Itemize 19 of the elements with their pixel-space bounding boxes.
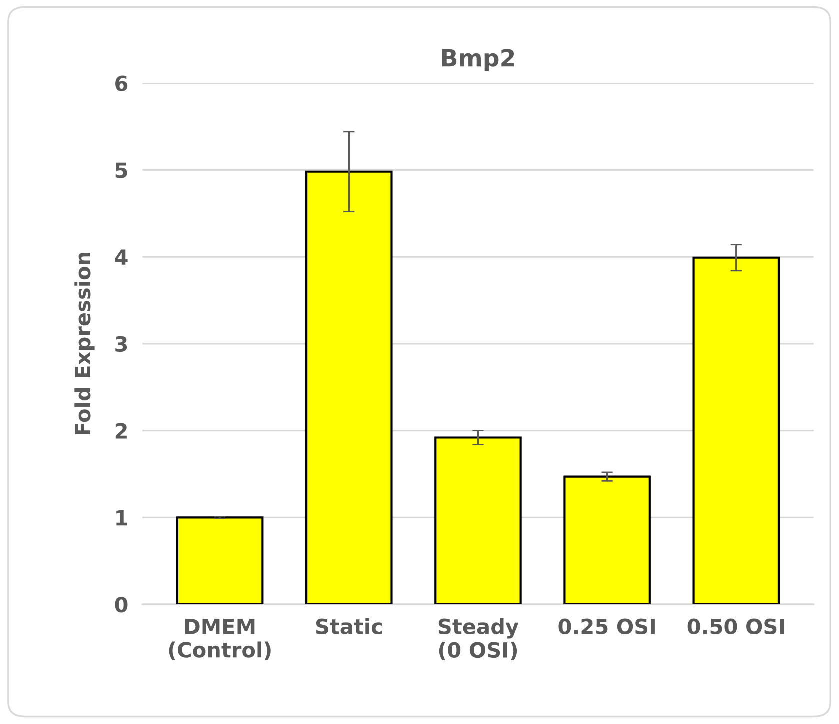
x-tick-label: Steady (0 OSI): [438, 618, 519, 660]
bar: [564, 476, 651, 605]
x-tick-label: 0.25 OSI: [558, 618, 655, 635]
chart-title: Bmp2: [442, 49, 514, 72]
y-axis-title: Fold Expression: [74, 252, 95, 435]
bar: [434, 436, 522, 605]
y-tick-label: 1: [116, 510, 128, 526]
y-tick-label: 4: [115, 250, 128, 265]
x-tick-label: DMEM (Control): [169, 619, 271, 660]
y-tick-label: 3: [116, 336, 128, 352]
x-tick-label: Static: [316, 618, 382, 635]
y-tick-label: 6: [116, 76, 128, 92]
bar: [176, 516, 264, 605]
y-tick-label: 5: [116, 162, 128, 178]
x-tick-label: 0.50 OSI: [688, 618, 784, 635]
bar: [692, 256, 780, 605]
y-tick-label: 0: [115, 596, 128, 613]
bar: [306, 170, 393, 605]
y-tick-label: 2: [116, 423, 127, 439]
